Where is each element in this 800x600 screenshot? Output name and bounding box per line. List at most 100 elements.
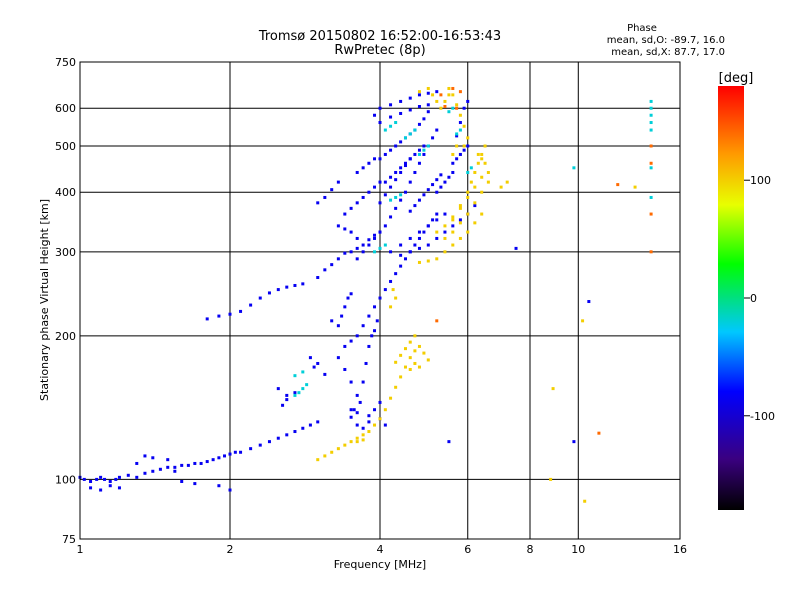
data-point: [394, 195, 398, 199]
data-point: [114, 477, 118, 481]
data-point: [276, 387, 280, 391]
data-point: [389, 175, 393, 179]
data-point: [361, 166, 365, 170]
data-point: [349, 380, 353, 384]
data-point: [443, 99, 447, 103]
x-tick-label: 8: [527, 543, 534, 556]
data-point: [126, 473, 130, 477]
data-point: [355, 236, 359, 240]
data-point: [285, 433, 289, 437]
data-point: [422, 351, 426, 355]
data-point: [417, 236, 421, 240]
data-point: [435, 128, 439, 132]
data-point: [349, 440, 353, 444]
data-point: [361, 324, 365, 328]
data-point: [549, 477, 553, 481]
data-point: [158, 467, 162, 471]
data-point: [151, 469, 155, 473]
data-point: [408, 157, 412, 161]
data-point: [455, 103, 459, 107]
data-point: [462, 148, 466, 152]
data-point: [649, 144, 653, 148]
data-point: [583, 499, 587, 503]
data-point: [239, 450, 243, 454]
data-point: [439, 173, 443, 177]
data-point: [514, 246, 518, 250]
data-point: [330, 319, 334, 323]
data-point: [323, 195, 327, 199]
data-point: [417, 344, 421, 348]
data-point: [435, 218, 439, 222]
data-point: [180, 463, 184, 467]
data-point: [267, 291, 271, 295]
data-point: [458, 113, 462, 117]
data-point: [340, 314, 344, 318]
data-point: [228, 312, 232, 316]
data-point: [343, 443, 347, 447]
data-point: [383, 224, 387, 228]
data-point: [597, 431, 601, 435]
data-point: [383, 423, 387, 427]
data-point: [217, 314, 221, 318]
data-point: [443, 230, 447, 234]
data-point: [239, 309, 243, 313]
data-point: [166, 465, 170, 469]
data-point: [367, 430, 371, 434]
data-point: [408, 250, 412, 254]
data-point: [417, 230, 421, 234]
data-point: [323, 372, 327, 376]
data-point: [422, 144, 426, 148]
data-point: [462, 106, 466, 110]
data-point: [249, 447, 253, 451]
data-point: [458, 218, 462, 222]
data-point: [480, 152, 484, 156]
data-point: [505, 180, 509, 184]
y-tick-label: 75: [62, 533, 76, 546]
data-point: [399, 193, 403, 197]
data-point: [408, 340, 412, 344]
data-point: [373, 305, 377, 309]
data-point: [285, 285, 289, 289]
colorbar: [deg] 100 0 -100: [718, 71, 775, 510]
data-point: [473, 185, 477, 189]
data-point: [447, 110, 451, 114]
x-tick-labels: 1 2 4 6 8 10 16: [77, 543, 688, 556]
data-point: [389, 396, 393, 400]
data-point: [383, 128, 387, 132]
data-point: [375, 319, 379, 323]
data-point: [447, 175, 451, 179]
data-point: [352, 408, 356, 412]
x-tick-label: 2: [227, 543, 234, 556]
data-point: [587, 300, 591, 304]
data-point: [422, 193, 426, 197]
data-point: [349, 415, 353, 419]
data-point: [399, 166, 403, 170]
data-point: [426, 110, 430, 114]
data-point: [394, 178, 398, 182]
data-point: [82, 477, 86, 481]
data-point: [422, 148, 426, 152]
data-point: [355, 440, 359, 444]
data-point: [373, 329, 377, 333]
data-point: [378, 121, 382, 125]
data-point: [316, 361, 320, 365]
x-tick-label: 16: [673, 543, 687, 556]
data-point: [364, 361, 368, 365]
data-point: [228, 488, 232, 492]
data-point: [426, 86, 430, 90]
data-point: [483, 144, 487, 148]
data-point: [383, 152, 387, 156]
data-point: [649, 121, 653, 125]
y-tick-label: 400: [55, 186, 76, 199]
data-point: [336, 356, 340, 360]
data-point: [435, 236, 439, 240]
y-tick-label: 500: [55, 140, 76, 153]
data-point: [466, 230, 470, 234]
data-point: [443, 105, 447, 109]
data-point: [378, 230, 382, 234]
data-point: [499, 185, 503, 189]
y-tick-label: 750: [55, 56, 76, 69]
data-point: [389, 103, 393, 107]
y-axis-label: Stationary phase Virtual Height [km]: [38, 199, 51, 401]
data-point: [355, 411, 359, 415]
